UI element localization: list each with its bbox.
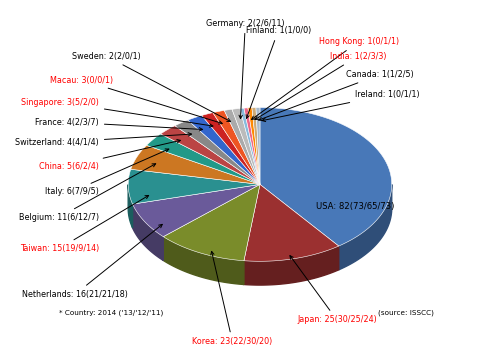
- Text: Macau: 3(0/0/1): Macau: 3(0/0/1): [50, 76, 222, 124]
- Polygon shape: [213, 110, 260, 185]
- Polygon shape: [232, 108, 260, 185]
- Text: France: 4(2/3/7): France: 4(2/3/7): [35, 118, 203, 131]
- Text: Germany: 2(2/6/11): Germany: 2(2/6/11): [206, 19, 285, 119]
- Polygon shape: [252, 108, 260, 185]
- Polygon shape: [132, 204, 163, 260]
- Polygon shape: [161, 126, 260, 185]
- Text: Singapore: 3(5/2/0): Singapore: 3(5/2/0): [21, 98, 213, 127]
- Polygon shape: [244, 246, 339, 285]
- Polygon shape: [175, 120, 260, 185]
- Polygon shape: [163, 237, 244, 285]
- Text: USA: 82(73/65/73): USA: 82(73/65/73): [316, 202, 395, 211]
- Polygon shape: [339, 185, 392, 270]
- Text: Finland: 1(1/0/0): Finland: 1(1/0/0): [246, 26, 311, 118]
- Polygon shape: [248, 108, 260, 185]
- Polygon shape: [188, 116, 260, 185]
- Polygon shape: [128, 169, 260, 204]
- Text: (source: ISSCC): (source: ISSCC): [378, 310, 434, 316]
- Polygon shape: [260, 108, 392, 246]
- Polygon shape: [132, 185, 260, 237]
- Text: Switzerland: 4(4/1/4): Switzerland: 4(4/1/4): [15, 132, 192, 147]
- Text: Ireland: 1(0/1/1): Ireland: 1(0/1/1): [262, 90, 420, 121]
- Text: Canada: 1(1/2/5): Canada: 1(1/2/5): [259, 70, 414, 120]
- Text: Taiwan: 15(19/9/14): Taiwan: 15(19/9/14): [20, 196, 149, 253]
- Text: China: 5(6/2/4): China: 5(6/2/4): [39, 139, 180, 171]
- Text: Belgium: 11(6/12/7): Belgium: 11(6/12/7): [19, 164, 156, 222]
- Polygon shape: [131, 145, 260, 185]
- Polygon shape: [163, 185, 260, 261]
- Text: Netherlands: 16(21/21/18): Netherlands: 16(21/21/18): [22, 224, 162, 299]
- Polygon shape: [128, 185, 132, 228]
- Text: Hong Kong: 1(0/1/1): Hong Kong: 1(0/1/1): [252, 37, 399, 119]
- Text: Italy: 6(7/9/5): Italy: 6(7/9/5): [45, 149, 169, 196]
- Polygon shape: [224, 109, 260, 185]
- Text: India: 1(2/3/3): India: 1(2/3/3): [255, 52, 386, 119]
- Polygon shape: [202, 112, 260, 185]
- Polygon shape: [244, 108, 260, 185]
- Polygon shape: [244, 185, 339, 261]
- Text: Korea: 23(22/30/20): Korea: 23(22/30/20): [192, 252, 273, 345]
- Text: Japan: 25(30/25/24): Japan: 25(30/25/24): [290, 256, 377, 324]
- Polygon shape: [146, 134, 260, 185]
- Text: Sweden: 2(2/0/1): Sweden: 2(2/0/1): [72, 52, 230, 121]
- Polygon shape: [256, 108, 260, 185]
- Polygon shape: [240, 108, 260, 185]
- Text: * Country: 2014 ('13/'12/'11): * Country: 2014 ('13/'12/'11): [59, 310, 163, 316]
